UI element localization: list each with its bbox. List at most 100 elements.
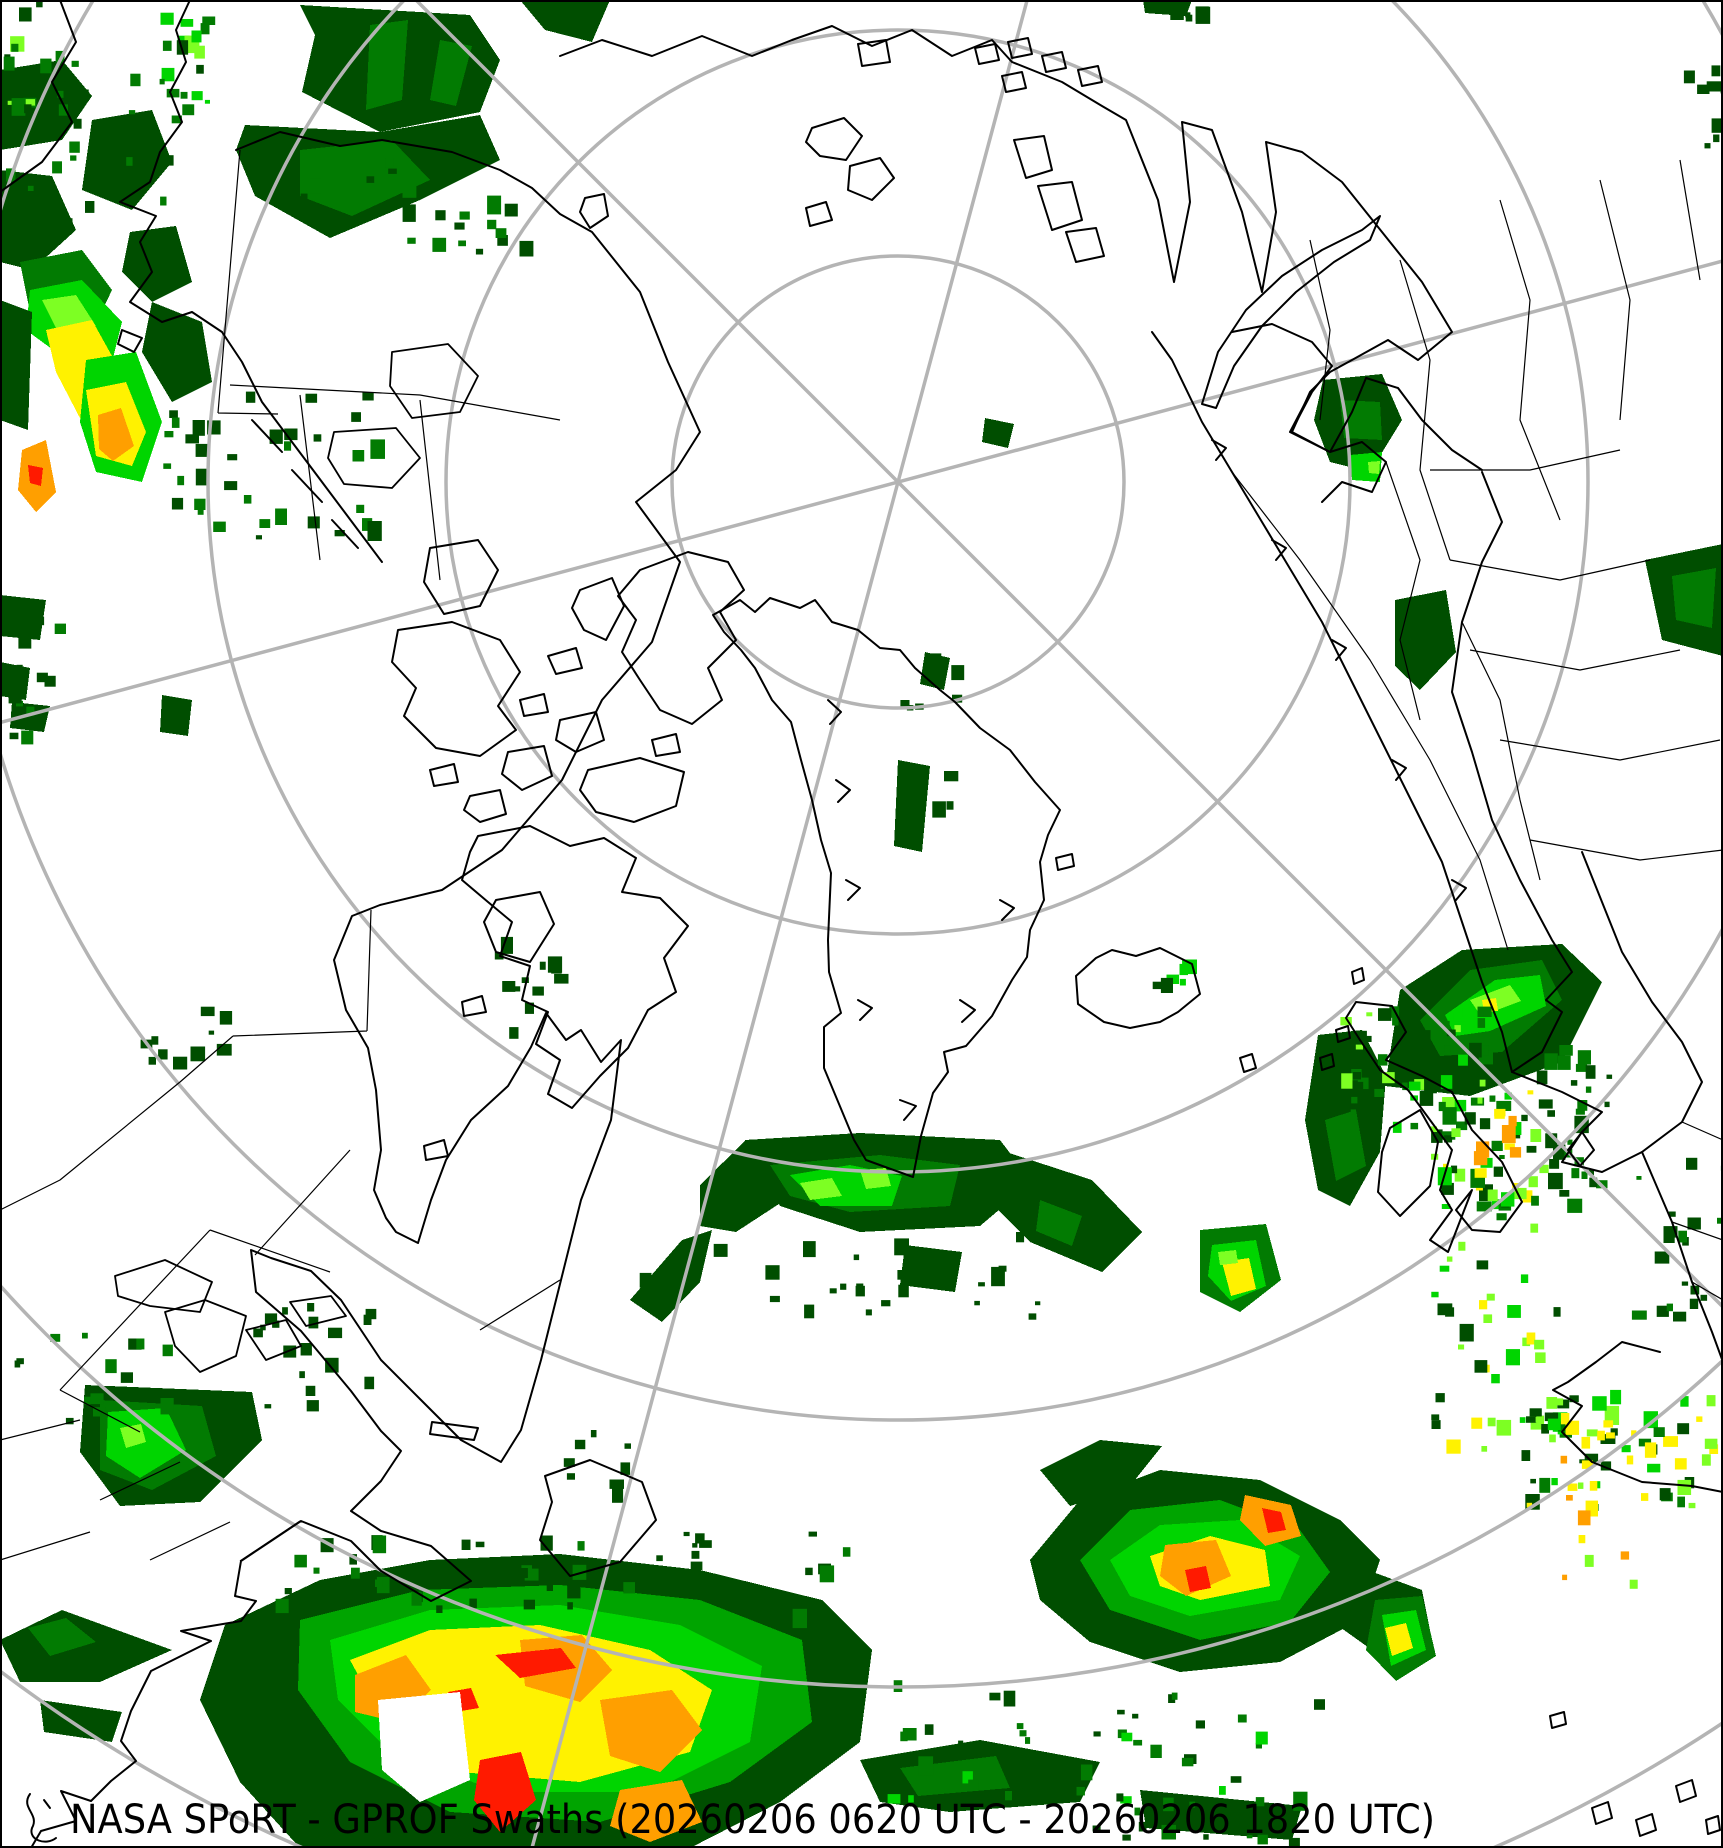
precip-blob [1385,1623,1413,1656]
greenland-fjords [827,699,1015,1121]
hebrides-shetland [1319,967,1365,1071]
precip-speck [128,1338,142,1350]
precip-speck [1168,1694,1176,1703]
small-arctic-islands [429,647,681,787]
precip-speck [191,30,202,43]
precip-speck [1680,1396,1689,1407]
precip-speck [216,1043,232,1056]
precip-speck [1575,1108,1585,1115]
precip-speck [639,1272,652,1288]
precip-speck [1016,1723,1024,1730]
precip-speck [524,1002,534,1014]
great-bear-lake [389,343,479,419]
precip-speck [78,89,89,101]
precip-speck [1430,1126,1437,1132]
precip-speck [1547,1418,1561,1431]
precip-speck [1578,1535,1586,1544]
precip-blob [982,418,1014,448]
precip-speck [840,1283,847,1290]
russia-admin-borders [1309,159,1723,861]
precip-blob [378,1692,470,1802]
precip-speck [523,1599,535,1610]
precip-speck [1544,1053,1558,1070]
precip-blob [474,1752,536,1832]
precip-speck [57,90,64,98]
precip-blob [1395,590,1456,690]
precip-speck [1133,1739,1143,1746]
precip-speck [1132,1713,1139,1719]
precip-speck [1398,1069,1408,1075]
precip-speck [1189,1801,1196,1808]
precip-speck [1604,1101,1610,1108]
precip-speck [245,391,256,403]
precip-speck [1471,1417,1483,1429]
precip-speck [458,240,466,247]
ellesmere-island [617,551,745,725]
precip-blob [1262,1508,1286,1533]
precip-speck [1431,1420,1441,1429]
precip-speck [1560,1413,1570,1425]
great-slave-lake [327,427,421,489]
baltic-borders [1671,1121,1723,1301]
devon-island [579,757,685,823]
victoria-island [391,621,521,757]
precip-speck [1341,1114,1352,1123]
precip-speck [166,88,180,98]
prince-of-wales-island [501,745,553,791]
precip-speck [1476,1201,1492,1212]
precip-speck [1456,1121,1468,1131]
precip-speck [609,1479,624,1489]
precip-blob [520,0,610,42]
precip-speck [454,1573,466,1581]
precip-speck [1501,1125,1516,1144]
lake-huron-michigan [164,1299,247,1373]
precip-speck [1631,1430,1637,1437]
precip-speck [1605,1432,1615,1439]
canada-mainland-coast [30,131,701,1848]
newfoundland-island [539,1459,657,1577]
precip-speck [1374,1088,1384,1097]
precip-speck [1507,1305,1521,1318]
precip-speck [160,1398,174,1415]
precip-blob [1340,400,1382,440]
precip-speck [385,158,394,168]
somerset-island [555,711,605,753]
king-william-island [463,789,507,823]
precip-speck [469,1598,477,1609]
hudson-bay-islands [423,995,487,1161]
precip-speck [1035,1301,1041,1306]
precip-speck [1562,1574,1568,1581]
precip-speck [1494,1109,1505,1119]
precip-speck [1458,1344,1465,1350]
meridian-line [0,259,1723,725]
precip-speck [1621,1445,1631,1453]
precip-speck [1629,1579,1638,1589]
precip-speck [692,1543,698,1548]
scandinavia-borders [1231,471,1541,951]
precip-speck [1567,1198,1583,1213]
precip-speck [1531,1195,1539,1206]
precip-speck [213,521,226,532]
precip-speck [411,1591,422,1606]
precip-speck [1360,1110,1374,1128]
precip-blob [1036,1200,1082,1246]
precip-speck [1585,1065,1596,1079]
anticosti-island [429,1421,479,1441]
precip-speck [1559,1190,1570,1197]
precip-speck [351,1567,360,1579]
precip-speck [1170,3,1184,21]
precip-speck [1440,1075,1453,1089]
precip-speck [1588,1169,1594,1176]
precip-speck [1673,1311,1687,1322]
precip-speck [1117,1709,1125,1715]
precip-speck [1526,1502,1533,1508]
precip-speck [1203,1834,1209,1840]
precip-speck [908,1795,914,1803]
precip-speck [1442,1107,1457,1125]
precip-speck [148,1056,156,1065]
precip-speck [204,99,210,104]
precip-speck [21,730,34,745]
precip-speck [208,1030,215,1035]
